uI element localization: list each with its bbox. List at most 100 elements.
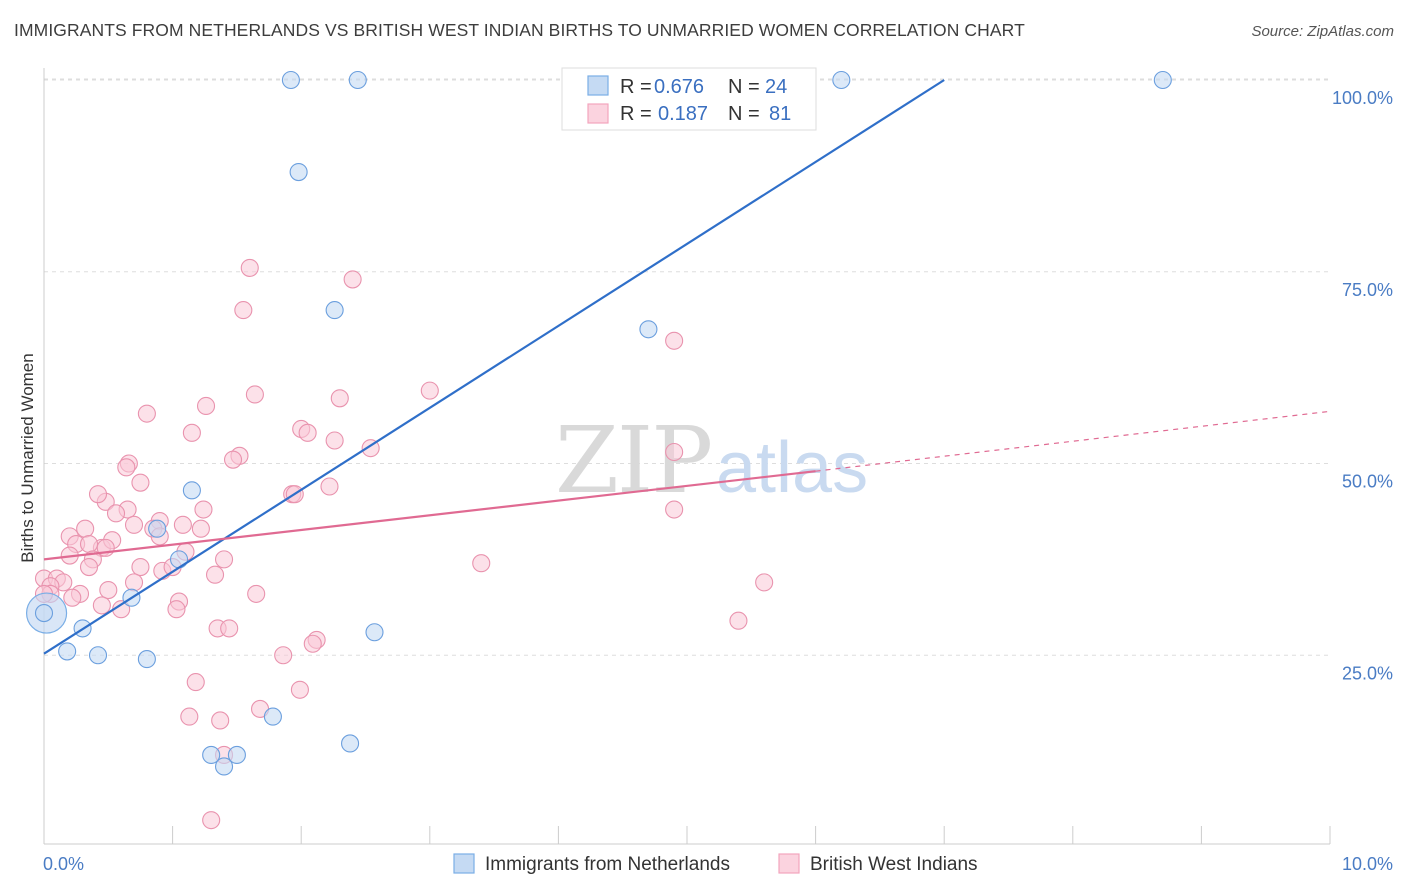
point-bwi-72 xyxy=(303,634,322,653)
point-bwi-64 xyxy=(92,596,111,615)
point-bwi-8 xyxy=(137,404,156,423)
legend-n-value-2: 81 xyxy=(769,103,791,125)
point-bwi-9 xyxy=(182,423,201,442)
trend-line-bwi-extension xyxy=(815,410,1331,472)
point-bwi-31 xyxy=(173,515,192,534)
point-bwi-68 xyxy=(729,611,748,630)
point-netherlands-6 xyxy=(325,301,344,320)
point-bwi-30 xyxy=(124,515,144,534)
point-netherlands-5 xyxy=(289,162,308,182)
point-netherlands-3 xyxy=(832,70,851,90)
point-bwi-77 xyxy=(180,707,199,726)
watermark-atlas: atlas xyxy=(716,428,868,508)
point-bwi-63 xyxy=(755,573,774,592)
point-bwi-18 xyxy=(665,442,684,462)
point-bwi-62 xyxy=(247,584,266,603)
trend-lines xyxy=(43,79,1331,655)
point-bwi-24 xyxy=(88,485,108,504)
point-netherlands-10 xyxy=(169,550,189,569)
point-bwi-34 xyxy=(191,519,210,538)
point-bwi-60 xyxy=(63,588,82,607)
watermark-zip: ZIP xyxy=(555,407,711,514)
point-netherlands-22 xyxy=(214,757,234,776)
bottom-legend-swatch-blue xyxy=(453,853,475,874)
watermark: ZIP atlas xyxy=(555,407,868,514)
point-netherlands-18 xyxy=(263,707,282,726)
correlation-legend: R = 0.676 N = 24 R = 0.187 N = 81 xyxy=(561,67,817,131)
point-bwi-78 xyxy=(211,711,230,730)
y-axis-label: Births to Unmarried Women xyxy=(18,353,37,562)
bottom-legend-swatch-pink xyxy=(778,853,800,874)
trend-line-bwi xyxy=(43,470,816,561)
point-bwi-28 xyxy=(194,500,213,519)
point-bwi-35 xyxy=(76,519,95,538)
point-bwi-52 xyxy=(124,573,144,592)
point-bwi-17 xyxy=(117,458,136,477)
point-netherlands-19 xyxy=(341,734,360,753)
point-bwi-45 xyxy=(79,557,99,577)
point-bwi-47 xyxy=(131,557,150,577)
y-tick-label-2: 75.0% xyxy=(1342,280,1393,300)
point-netherlands-9 xyxy=(148,519,167,538)
point-netherlands-17 xyxy=(365,623,384,642)
point-bwi-19 xyxy=(131,473,150,492)
point-bwi-80 xyxy=(202,811,221,830)
legend-r-label-2: R = xyxy=(620,103,652,125)
point-bwi-15 xyxy=(223,450,243,469)
point-bwi-6 xyxy=(330,389,349,408)
point-netherlands-11 xyxy=(34,604,54,623)
point-bwi-27 xyxy=(106,504,126,523)
point-netherlands-4 xyxy=(1153,70,1172,90)
point-bwi-73 xyxy=(274,646,293,665)
chart-title: IMMIGRANTS FROM NETHERLANDS VS BRITISH W… xyxy=(14,20,1025,40)
point-netherlands-14 xyxy=(58,642,77,661)
x-tick-labels: 0.0% 10.0% xyxy=(43,854,1393,874)
legend-r-value-2: 0.187 xyxy=(658,103,708,125)
point-bwi-3 xyxy=(665,331,684,350)
point-netherlands-20 xyxy=(202,745,221,765)
grid-lines xyxy=(44,78,1330,656)
series-legend: Immigrants from Netherlands British West… xyxy=(453,853,978,875)
point-bwi-11 xyxy=(298,423,317,442)
legend-swatch-pink xyxy=(587,103,609,124)
point-bwi-61 xyxy=(99,581,118,600)
point-bwi-12 xyxy=(325,431,344,450)
point-netherlands-15 xyxy=(88,646,108,665)
point-bwi-46 xyxy=(214,550,234,569)
x-tick-label-0: 0.0% xyxy=(43,854,84,874)
point-bwi-75 xyxy=(290,680,309,699)
point-netherlands-16 xyxy=(137,650,156,669)
point-netherlands-21 xyxy=(227,745,246,765)
bottom-legend-label-1: Immigrants from Netherlands xyxy=(485,854,730,875)
point-bwi-26 xyxy=(665,500,684,519)
legend-swatch-blue xyxy=(587,75,609,96)
point-bwi-70 xyxy=(220,619,239,638)
point-bwi-20 xyxy=(320,477,339,496)
point-bwi-51 xyxy=(205,565,225,584)
point-bwi-2 xyxy=(234,301,253,320)
point-bwi-74 xyxy=(186,673,205,692)
point-bwi-0 xyxy=(240,258,259,277)
point-bwi-50 xyxy=(472,554,491,573)
x-tick-label-1: 10.0% xyxy=(1342,854,1393,874)
point-bwi-4 xyxy=(420,381,439,400)
axes xyxy=(43,68,1331,845)
bottom-legend-label-2: British West Indians xyxy=(810,854,978,875)
legend-r-value-1: 0.676 xyxy=(654,76,704,98)
legend-n-label-2: N = xyxy=(728,103,760,125)
source-label: Source: ZipAtlas.com xyxy=(1251,23,1394,40)
point-bwi-5 xyxy=(245,385,264,404)
point-bwi-66 xyxy=(167,600,186,619)
y-tick-label-1: 50.0% xyxy=(1342,472,1393,492)
point-netherlands-7 xyxy=(639,320,658,339)
y-tick-labels: 25.0% 50.0% 75.0% 100.0% xyxy=(1332,88,1393,683)
point-bwi-7 xyxy=(196,396,216,416)
point-bwi-1 xyxy=(343,270,362,289)
point-netherlands-1 xyxy=(348,70,367,90)
point-netherlands-0 xyxy=(281,70,300,90)
y-tick-label-3: 100.0% xyxy=(1332,88,1393,108)
point-netherlands-8 xyxy=(182,481,201,500)
point-bwi-39 xyxy=(79,534,99,554)
y-tick-label-0: 25.0% xyxy=(1342,663,1393,683)
